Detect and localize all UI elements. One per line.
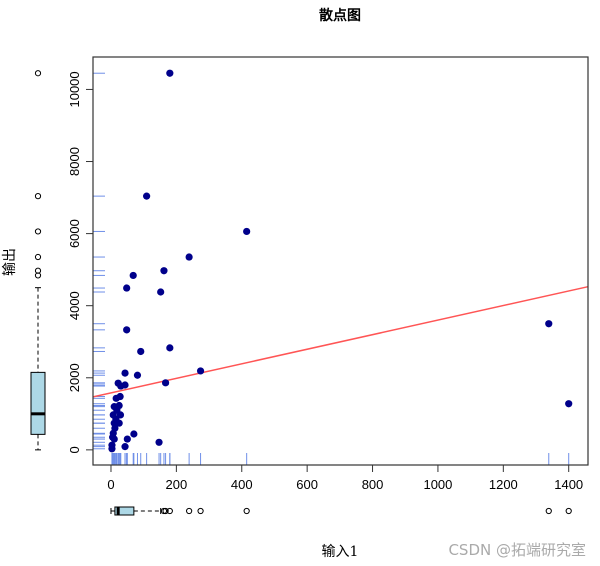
x-box-outlier	[166, 507, 173, 515]
data-point	[133, 371, 142, 379]
regression-line	[92, 285, 589, 398]
y-tick-label: 0	[67, 446, 82, 453]
data-point	[121, 443, 129, 451]
x-box-outlier	[197, 507, 204, 515]
data-point	[112, 415, 120, 423]
data-point	[123, 284, 131, 292]
data-point	[129, 271, 137, 280]
y-tick-label: 2000	[67, 363, 82, 392]
data-point	[545, 320, 553, 328]
y-tick-label: 10000	[67, 71, 82, 107]
data-point	[123, 435, 131, 443]
plot-frame	[92, 56, 589, 466]
x-box-outlier	[186, 507, 193, 515]
data-point	[121, 369, 129, 377]
x-tick-label: 1200	[489, 477, 518, 492]
data-point	[143, 192, 151, 200]
data-point	[166, 69, 174, 77]
y-box-outlier	[34, 70, 42, 77]
y-box-outlier	[34, 193, 42, 200]
y-box	[30, 371, 46, 435]
x-box-outlier	[565, 507, 572, 515]
watermark: CSDN @拓端研究室	[448, 541, 586, 559]
data-point	[157, 288, 165, 296]
data-point	[137, 347, 145, 356]
data-point	[113, 406, 121, 414]
data-point	[109, 433, 117, 441]
x-axis-label: 输入1	[322, 544, 359, 560]
data-point	[243, 227, 251, 236]
y-tick-label: 8000	[67, 147, 82, 176]
y-box-outlier	[34, 228, 42, 235]
data-point	[565, 400, 573, 408]
x-box-outlier	[545, 507, 552, 515]
x-tick-label: 400	[231, 477, 253, 492]
x-tick-label: 200	[166, 477, 188, 492]
data-point	[111, 424, 119, 432]
data-point	[108, 445, 116, 453]
x-box-outlier	[162, 507, 169, 515]
y-box-outlier	[34, 267, 42, 274]
data-point	[161, 379, 170, 387]
y-tick-label: 4000	[67, 291, 82, 320]
x-tick-label: 1400	[554, 477, 583, 492]
y-box-outlier	[34, 272, 42, 279]
x-tick-label: 600	[296, 477, 318, 492]
data-point	[130, 430, 138, 438]
x-tick-label: 800	[362, 477, 384, 492]
data-point	[155, 438, 163, 446]
y-box-outlier	[34, 253, 42, 261]
data-point	[112, 394, 120, 402]
x-tick-label: 1000	[423, 477, 452, 492]
data-point	[160, 267, 168, 275]
y-axis-label: 输出	[2, 248, 18, 276]
x-box-outlier	[243, 507, 250, 515]
x-box	[114, 506, 135, 516]
data-point	[196, 367, 205, 375]
x-tick-label: 0	[107, 477, 114, 492]
data-point	[166, 344, 174, 352]
data-point	[117, 382, 125, 390]
data-point	[123, 326, 131, 334]
data-point	[185, 253, 193, 261]
chart-title: 散点图	[319, 7, 361, 24]
y-tick-label: 6000	[67, 219, 82, 248]
